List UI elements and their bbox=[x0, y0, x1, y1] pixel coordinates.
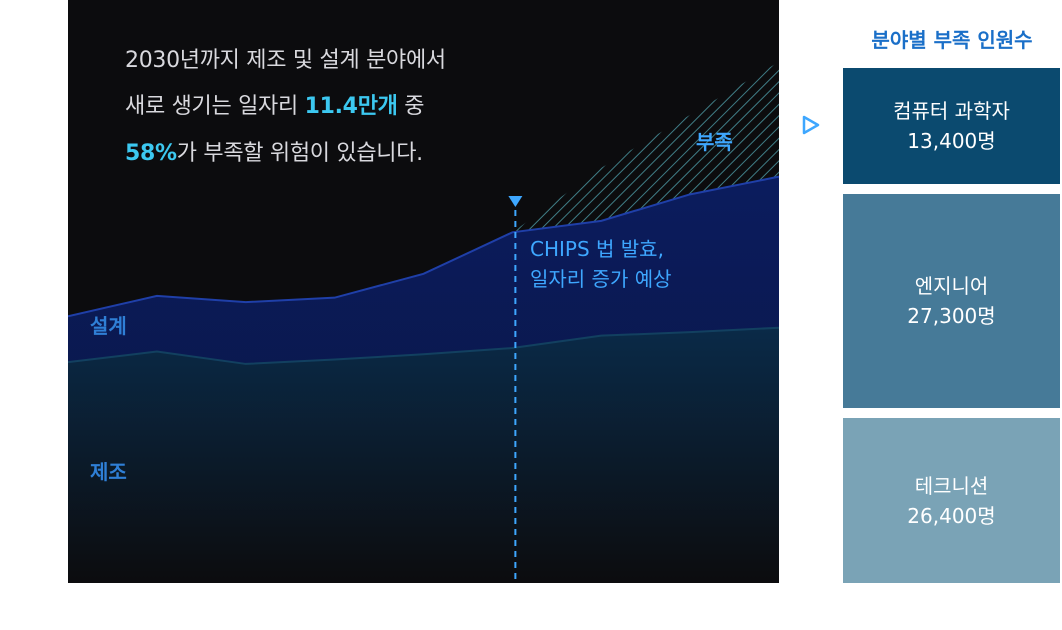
headline-highlight-percent: 58% bbox=[125, 141, 177, 166]
manufacturing-area bbox=[68, 327, 779, 583]
breakdown-box-computer-scientist: 컴퓨터 과학자 13,400명 bbox=[843, 68, 1060, 184]
series-label-shortage: 부족 bbox=[696, 130, 733, 154]
play-arrow-icon bbox=[802, 115, 820, 135]
breakdown-box-technician: 테크니션 26,400명 bbox=[843, 418, 1060, 583]
breakdown-count: 13,400명 bbox=[907, 129, 996, 153]
annotation-line-2: 일자리 증가 예상 bbox=[530, 267, 672, 291]
chart-panel: 2030년까지 제조 및 설계 분야에서 새로 생기는 일자리 11.4만개 중… bbox=[68, 0, 779, 583]
headline-line-3: 58%가 부족할 위험이 있습니다. bbox=[125, 135, 423, 167]
headline-line-1: 2030년까지 제조 및 설계 분야에서 bbox=[125, 48, 446, 73]
breakdown-name: 테크니션 bbox=[914, 473, 989, 498]
headline-text: 새로 생기는 일자리 bbox=[125, 94, 305, 119]
breakdown-name: 엔지니어 bbox=[914, 274, 989, 298]
headline-line-2: 새로 생기는 일자리 11.4만개 중 bbox=[125, 88, 425, 120]
breakdown-name: 컴퓨터 과학자 bbox=[893, 99, 1010, 123]
design-line bbox=[68, 175, 779, 318]
series-label-design: 설계 bbox=[90, 314, 127, 338]
event-marker-icon bbox=[508, 196, 523, 207]
breakdown-count: 26,400명 bbox=[907, 503, 996, 528]
headline-text: 중 bbox=[397, 94, 425, 119]
manufacturing-line bbox=[68, 326, 779, 365]
annotation-line-1: CHIPS 법 발효, bbox=[530, 237, 664, 261]
event-annotation: CHIPS 법 발효, 일자리 증가 예상 bbox=[530, 234, 672, 294]
area-chart bbox=[68, 61, 779, 583]
series-label-manufacturing: 제조 bbox=[90, 460, 127, 484]
breakdown-count: 27,300명 bbox=[907, 304, 996, 328]
headline-text: 가 부족할 위험이 있습니다. bbox=[176, 141, 423, 166]
breakdown-title: 분야별 부족 인원수 bbox=[871, 28, 1033, 52]
headline-highlight-jobs: 11.4만개 bbox=[304, 94, 398, 119]
breakdown-box-engineer: 엔지니어 27,300명 bbox=[843, 194, 1060, 408]
